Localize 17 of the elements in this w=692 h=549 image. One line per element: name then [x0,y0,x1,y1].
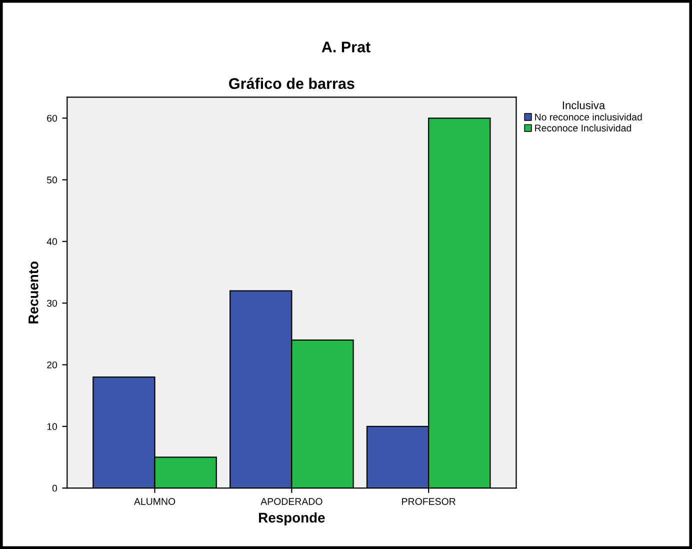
chart-title: A. Prat [322,42,370,52]
y-tick-label: 40 [46,238,58,246]
y-tick-label: 10 [47,423,58,430]
legend-title: Inclusiva [562,101,606,110]
y-tick-label: 0 [52,484,58,492]
legend-label: No reconoce inclusividad [535,113,642,121]
y-tick-label: 60 [47,114,58,122]
x-axis-title: Responde [259,512,325,526]
x-tick-label: PROFESOR [402,498,456,505]
x-tick-label: APODERADO [260,498,322,505]
y-tick-label: 30 [46,300,58,307]
chart-subtitle: Gráfico de barras [229,78,354,89]
y-axis-title: Recuento [28,262,38,324]
legend-label: Reconoce Inclusividad [535,124,631,132]
x-tick-label: ALUMNO [134,498,176,505]
y-tick-label: 50 [46,176,58,184]
y-tick-label: 20 [47,361,58,368]
